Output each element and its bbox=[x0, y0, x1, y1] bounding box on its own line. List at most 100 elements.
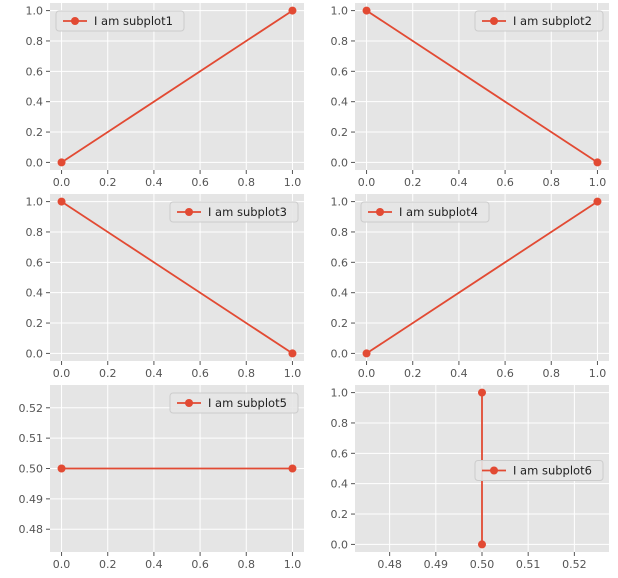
x-tick-label: 0.2 bbox=[404, 176, 422, 189]
legend-marker-swatch bbox=[185, 399, 193, 407]
data-point bbox=[362, 6, 371, 15]
x-tick-label: 0.6 bbox=[191, 558, 209, 571]
x-tick-label: 0.4 bbox=[450, 176, 468, 189]
y-tick-label: 0.6 bbox=[331, 447, 349, 460]
legend-marker-swatch bbox=[376, 208, 384, 216]
data-point bbox=[593, 197, 602, 206]
x-tick-label: 0.6 bbox=[191, 367, 209, 380]
y-tick-label: 1.0 bbox=[26, 196, 44, 209]
data-point bbox=[288, 464, 297, 473]
y-tick-label: 0.4 bbox=[331, 96, 349, 109]
y-tick-label: 0.0 bbox=[331, 347, 349, 360]
y-tick-label: 1.0 bbox=[331, 196, 349, 209]
y-tick-label: 0.4 bbox=[331, 478, 349, 491]
series-line bbox=[61, 9, 293, 164]
x-tick-label: 0.6 bbox=[496, 367, 514, 380]
x-tick-label: 1.0 bbox=[284, 176, 302, 189]
series-line bbox=[61, 200, 293, 355]
legend: I am subplot1 bbox=[55, 10, 185, 32]
x-tick-label: 0.8 bbox=[543, 367, 561, 380]
subplot-2: 0.0 0.2 0.4 0.6 0.8 1.0 0.0 0.2 0.4 0.6 0.8 1.0 I am… bbox=[331, 3, 609, 189]
x-tick-label: 1.0 bbox=[589, 367, 607, 380]
x-tick-label: 0.4 bbox=[145, 367, 163, 380]
data-point bbox=[57, 464, 66, 473]
subplot-3: 0.0 0.2 0.4 0.6 0.8 1.0 0.0 0.2 0.4 0.6 0.8 1.0 I am… bbox=[26, 194, 304, 380]
x-tick-label: 0.4 bbox=[145, 176, 163, 189]
x-tick-label: 0.8 bbox=[543, 176, 561, 189]
y-tick-label: 0.2 bbox=[331, 317, 349, 330]
x-tick-label: 1.0 bbox=[284, 367, 302, 380]
legend-marker-swatch bbox=[490, 17, 498, 25]
legend-marker-swatch bbox=[490, 466, 498, 475]
legend: I am subplot4 bbox=[360, 201, 490, 223]
y-tick-label: 0.6 bbox=[331, 65, 349, 78]
y-tick-label: 0.8 bbox=[331, 417, 349, 430]
legend-box bbox=[169, 201, 299, 223]
y-tick-label: 0.49 bbox=[19, 493, 44, 506]
x-tick-label: 0.0 bbox=[358, 176, 376, 189]
legend-label: I am subplot4 bbox=[399, 205, 478, 219]
subplot-1: 0.0 0.2 0.4 0.6 0.8 1.0 0.0 0.2 0.4 0.6 0.8 1.0 I am… bbox=[26, 3, 304, 189]
legend: I am subplot5 bbox=[169, 392, 299, 414]
legend-label: I am subplot3 bbox=[208, 205, 287, 219]
y-tick-label: 1.0 bbox=[26, 5, 44, 18]
data-point bbox=[478, 540, 486, 549]
y-tick-label: 1.0 bbox=[331, 5, 349, 18]
data-point bbox=[593, 158, 602, 167]
legend: I am subplot3 bbox=[169, 201, 299, 223]
x-tick-label: 1.0 bbox=[284, 558, 302, 571]
legend-label: I am subplot5 bbox=[208, 396, 287, 410]
subplot-4: 0.0 0.2 0.4 0.6 0.8 1.0 0.0 0.2 0.4 0.6 0.8 1.0 I am… bbox=[331, 194, 609, 380]
x-tick-label: 0.49 bbox=[424, 558, 449, 571]
x-tick-label: 0.6 bbox=[191, 176, 209, 189]
legend-label: I am subplot2 bbox=[513, 14, 592, 28]
x-tick-label: 0.0 bbox=[358, 367, 376, 380]
y-tick-label: 0.51 bbox=[19, 432, 44, 445]
y-tick-label: 0.8 bbox=[331, 35, 349, 48]
subplot-6: 0.48 0.49 0.50 0.51 0.52 0.0 0.2 0.4 0.6 0.8 1.0 I … bbox=[331, 385, 609, 571]
y-tick-label: 0.4 bbox=[26, 287, 44, 300]
data-point bbox=[288, 6, 297, 15]
legend-marker-swatch bbox=[71, 17, 79, 25]
data-point bbox=[57, 158, 66, 167]
y-tick-label: 0.4 bbox=[26, 96, 44, 109]
data-point bbox=[478, 388, 486, 397]
x-tick-label: 0.2 bbox=[99, 367, 117, 380]
y-tick-label: 0.6 bbox=[331, 256, 349, 269]
data-point bbox=[362, 349, 371, 358]
x-tick-label: 1.0 bbox=[589, 176, 607, 189]
x-tick-label: 0.6 bbox=[496, 176, 514, 189]
legend-marker-swatch bbox=[185, 208, 193, 216]
x-tick-label: 0.8 bbox=[238, 367, 256, 380]
legend-box bbox=[360, 201, 490, 223]
y-tick-label: 0.0 bbox=[26, 156, 44, 169]
y-tick-label: 0.2 bbox=[26, 126, 44, 139]
series-line bbox=[366, 200, 598, 355]
x-tick-label: 0.8 bbox=[238, 176, 256, 189]
x-tick-label: 0.50 bbox=[470, 558, 495, 571]
y-tick-label: 0.4 bbox=[331, 287, 349, 300]
x-tick-label: 0.0 bbox=[53, 367, 71, 380]
y-tick-label: 1.0 bbox=[331, 387, 349, 400]
y-tick-label: 0.0 bbox=[331, 538, 349, 551]
y-tick-label: 0.6 bbox=[26, 256, 44, 269]
y-tick-label: 0.52 bbox=[19, 402, 44, 415]
y-tick-label: 0.0 bbox=[26, 347, 44, 360]
y-tick-label: 0.8 bbox=[26, 226, 44, 239]
subplot-5: 0.0 0.2 0.4 0.6 0.8 1.0 0.48 0.49 0.50 0.51 0.52 I … bbox=[19, 385, 304, 571]
series-line bbox=[366, 9, 598, 164]
legend-label: I am subplot6 bbox=[513, 464, 592, 478]
y-tick-label: 0.6 bbox=[26, 65, 44, 78]
y-tick-label: 0.50 bbox=[19, 463, 44, 476]
x-tick-label: 0.52 bbox=[562, 558, 587, 571]
legend: I am subplot6 bbox=[474, 460, 604, 481]
y-tick-label: 0.0 bbox=[331, 156, 349, 169]
y-tick-label: 0.8 bbox=[26, 35, 44, 48]
y-tick-label: 0.2 bbox=[26, 317, 44, 330]
x-tick-label: 0.4 bbox=[450, 367, 468, 380]
x-tick-label: 0.51 bbox=[516, 558, 541, 571]
data-point bbox=[288, 349, 297, 358]
data-point bbox=[57, 197, 66, 206]
legend-box bbox=[55, 10, 185, 32]
